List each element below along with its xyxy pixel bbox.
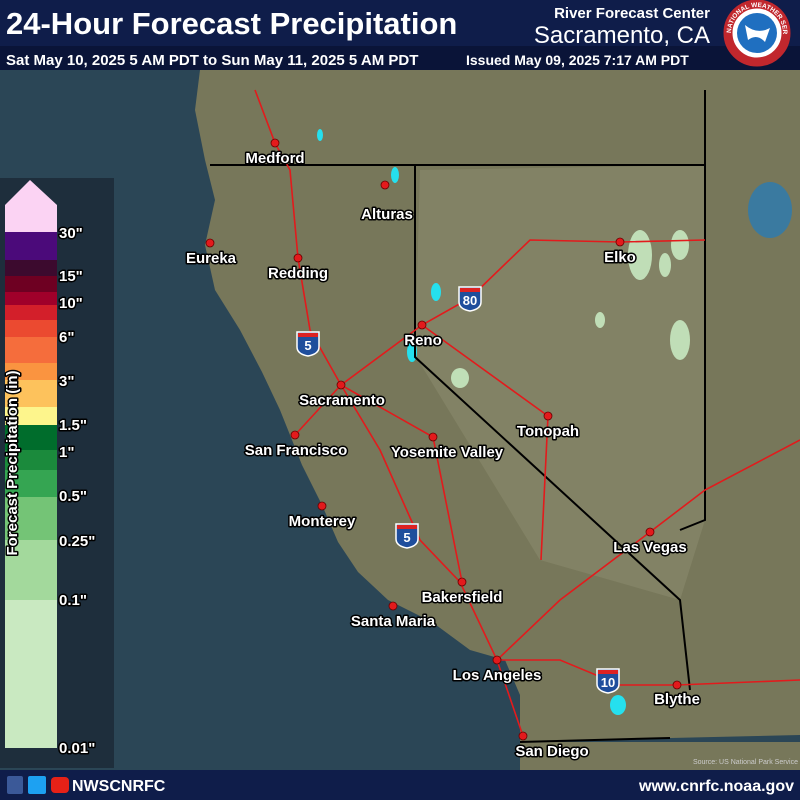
legend-title: Forecast Precipitation (in) [4, 370, 21, 555]
legend-block [5, 540, 57, 600]
city-dot [645, 527, 655, 537]
title: 24-Hour Forecast Precipitation [6, 6, 457, 41]
city-dot [672, 680, 682, 690]
legend-block [5, 337, 57, 363]
city-dot [428, 432, 438, 442]
city-dot [293, 253, 303, 263]
city-dot [457, 577, 467, 587]
footer-band [0, 770, 800, 800]
city-label: Medford [245, 150, 304, 167]
city-label: Alturas [361, 206, 413, 223]
twitter-icon[interactable] [28, 776, 46, 794]
shield-number: 5 [304, 338, 311, 353]
shield-number: 5 [403, 530, 410, 545]
legend-block [5, 470, 57, 497]
legend-label: 0.1" [59, 592, 87, 609]
shield-top [397, 525, 417, 529]
period: Sat May 10, 2025 5 AM PDT to Sun May 11,… [6, 52, 418, 69]
city-label: Tonopah [517, 423, 579, 440]
city-dot [270, 138, 280, 148]
legend-block [5, 305, 57, 320]
credit: Source: US National Park Service [693, 759, 798, 766]
great-salt-lake [748, 182, 792, 238]
city-dot [317, 501, 327, 511]
shields: 5 80 5 10 [296, 286, 620, 694]
legend-block [5, 407, 57, 425]
shield-number: 80 [463, 293, 477, 308]
legend-block [5, 232, 57, 260]
legend-block [5, 600, 57, 748]
city-dot [336, 380, 346, 390]
city-label: Santa Maria [351, 613, 436, 630]
city-label: Sacramento [299, 392, 385, 409]
legend-block [5, 320, 57, 337]
city-label: Redding [268, 265, 328, 282]
office: River Forecast Center [554, 5, 710, 22]
footer-handle: NWSCNRFC [72, 778, 166, 795]
legend-block [5, 276, 57, 292]
youtube-icon[interactable] [51, 777, 69, 793]
legend-label: 3" [59, 373, 74, 390]
issued: Issued May 09, 2025 7:17 AM PDT [466, 52, 689, 68]
city-dot [380, 180, 390, 190]
shield [395, 523, 419, 549]
city-dot [492, 655, 502, 665]
city-label: Elko [604, 249, 636, 266]
legend-block [5, 425, 57, 450]
city-label: Bakersfield [422, 589, 503, 606]
legend-label: 30" [59, 225, 83, 242]
legend: 30" 15" 10" 6" 3" 1.5" 1" 0.5" 0.25" 0.1" 0.01" [5, 180, 97, 759]
city-label: Monterey [289, 513, 356, 530]
legend-block [5, 292, 57, 305]
shield [458, 286, 482, 312]
shield-number: 10 [601, 675, 615, 690]
legend-arrow [5, 180, 57, 232]
legend-label: 0.25" [59, 533, 95, 550]
legend-label: 15" [59, 268, 83, 285]
city-label: Yosemite Valley [391, 444, 504, 461]
legend-block [5, 497, 57, 540]
legend-label: 1.5" [59, 417, 87, 434]
footer-url[interactable]: www.cnrfc.noaa.gov [638, 778, 794, 795]
city-dot [417, 320, 427, 330]
city-label: San Diego [515, 743, 588, 760]
legend-block [5, 363, 57, 380]
legend-block [5, 450, 57, 470]
legend-label: 1" [59, 444, 74, 461]
city-dot [543, 411, 553, 421]
city-dot [518, 731, 528, 741]
city-label: San Francisco [245, 442, 348, 459]
city-dot [205, 238, 215, 248]
shield [596, 668, 620, 694]
legend-block [5, 260, 57, 276]
precip-areas [451, 230, 690, 388]
legend-block [5, 380, 57, 407]
city-dot [615, 237, 625, 247]
city-label: Las Vegas [613, 539, 686, 556]
facebook-icon[interactable] [7, 776, 23, 794]
city-label: Blythe [654, 691, 700, 708]
legend-label: 10" [59, 295, 83, 312]
city-dot [388, 601, 398, 611]
legend-label: 0.5" [59, 488, 87, 505]
cities: Medford Alturas Eureka Redding Elko Reno Sacra… [184, 138, 701, 762]
shield [296, 331, 320, 357]
city-label: Reno [404, 332, 442, 349]
city-label: Eureka [186, 250, 237, 267]
city-label: Los Angeles [453, 667, 542, 684]
shield-top [298, 333, 318, 337]
shield-top [598, 670, 618, 674]
subheader-band [0, 46, 800, 70]
state-borders [210, 90, 706, 743]
city-dot [290, 430, 300, 440]
shield-top [460, 288, 480, 292]
legend-label: 6" [59, 329, 74, 346]
legend-label: 0.01" [59, 740, 95, 757]
location: Sacramento, CA [534, 22, 710, 49]
